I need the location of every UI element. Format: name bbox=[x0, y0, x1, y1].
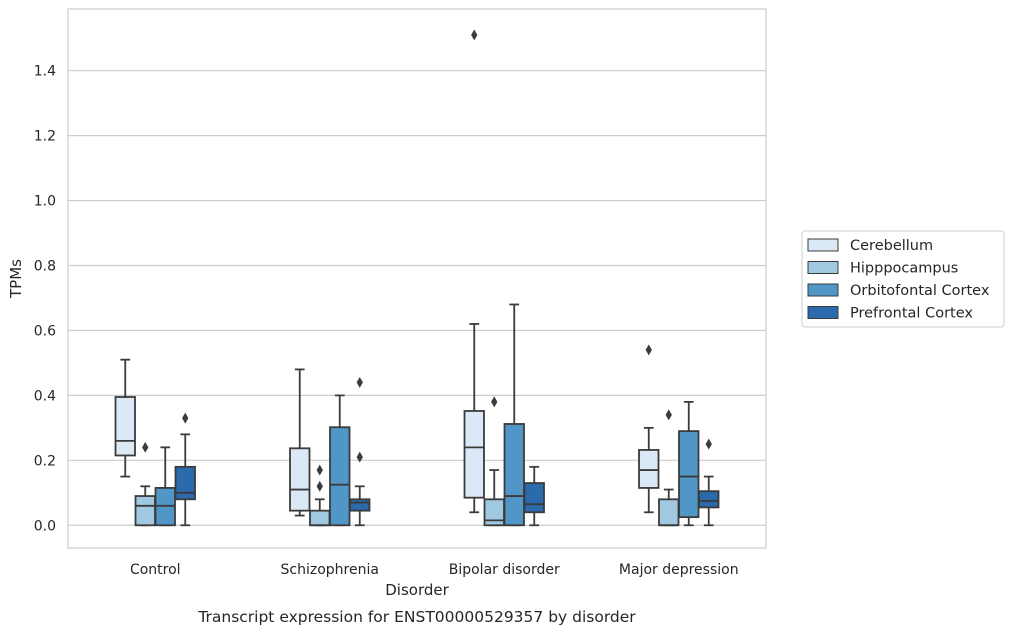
outlier-point bbox=[182, 412, 189, 424]
y-axis-title: TPMs bbox=[7, 259, 25, 299]
box-iqr bbox=[174, 465, 196, 501]
chart-caption: Transcript expression for ENST0000052935… bbox=[197, 608, 636, 626]
legend-swatch bbox=[807, 261, 839, 274]
outlier-point bbox=[356, 451, 363, 463]
box-iqr bbox=[463, 410, 485, 499]
outlier-point bbox=[471, 29, 478, 41]
y-tick-label: 0.2 bbox=[34, 453, 56, 469]
box-cerebellum-3 bbox=[638, 344, 660, 514]
box-iqr bbox=[678, 430, 700, 519]
box-hipppocampus-0 bbox=[134, 441, 156, 527]
y-tick-label: 1.4 bbox=[34, 64, 56, 80]
box-iqr bbox=[483, 498, 505, 527]
y-gridlines bbox=[68, 70, 766, 526]
outlier-point bbox=[491, 396, 498, 408]
y-tick-label: 0.4 bbox=[34, 388, 56, 404]
outlier-point bbox=[665, 409, 672, 421]
box-cerebellum-2 bbox=[463, 29, 485, 514]
y-tick-label: 0.8 bbox=[34, 259, 56, 275]
plot-frame bbox=[67, 8, 767, 549]
box-plot-groups bbox=[114, 29, 720, 527]
outlier-point bbox=[645, 344, 652, 356]
legend-label: Hipppocampus bbox=[850, 261, 958, 277]
box-hipppocampus-3 bbox=[658, 409, 680, 527]
box-orbitofontal-cortex-0 bbox=[154, 446, 176, 527]
box-iqr bbox=[134, 495, 156, 527]
box-prefrontal-cortex-2 bbox=[523, 465, 545, 527]
legend-label: Orbitofontal Cortex bbox=[850, 283, 990, 299]
x-tick-label: Schizophrenia bbox=[281, 562, 379, 578]
legend-swatch bbox=[807, 238, 839, 252]
x-tick-label: Control bbox=[130, 562, 181, 578]
outlier-point bbox=[316, 464, 323, 476]
box-iqr bbox=[658, 498, 680, 527]
y-tick-label: 0.0 bbox=[34, 518, 56, 534]
box-prefrontal-cortex-0 bbox=[174, 412, 196, 527]
box-orbitofontal-cortex-1 bbox=[329, 394, 351, 527]
box-hipppocampus-1 bbox=[309, 464, 331, 527]
x-axis-title: Disorder bbox=[385, 581, 449, 599]
y-tick-label: 1.2 bbox=[34, 129, 56, 145]
legend-frame bbox=[801, 230, 1005, 328]
box-iqr bbox=[114, 396, 136, 457]
legend-swatch bbox=[807, 306, 839, 319]
legend-swatch bbox=[807, 283, 839, 297]
box-iqr bbox=[523, 482, 545, 514]
box-iqr bbox=[698, 490, 720, 509]
box-iqr bbox=[289, 447, 311, 512]
x-tick-labels: Control Schizophrenia Bipolar disorder Majo… bbox=[130, 562, 739, 578]
outlier-point bbox=[705, 438, 712, 450]
legend-label: Prefrontal Cortex bbox=[850, 306, 973, 322]
box-iqr bbox=[329, 426, 351, 527]
box-iqr bbox=[638, 449, 660, 489]
box-iqr bbox=[309, 509, 331, 527]
outlier-point bbox=[356, 376, 363, 388]
outlier-point bbox=[142, 441, 149, 453]
outlier-point bbox=[316, 480, 323, 492]
box-prefrontal-cortex-3 bbox=[698, 438, 720, 527]
y-tick-labels: 0.0 0.2 0.4 0.6 0.8 1.0 1.2 1.4 bbox=[34, 64, 56, 535]
box-prefrontal-cortex-1 bbox=[349, 376, 371, 527]
box-cerebellum-1 bbox=[289, 368, 311, 517]
legend-label: Cerebellum bbox=[850, 238, 933, 254]
legend: Cerebellum Hipppocampus Orbitofontal Corte… bbox=[801, 230, 1005, 328]
box-iqr bbox=[503, 423, 525, 527]
x-tick-label: Bipolar disorder bbox=[449, 562, 560, 578]
box-orbitofontal-cortex-3 bbox=[678, 400, 700, 527]
box-iqr bbox=[349, 498, 371, 512]
y-tick-label: 1.0 bbox=[34, 194, 56, 210]
box-orbitofontal-cortex-2 bbox=[503, 303, 525, 527]
y-tick-label: 0.6 bbox=[34, 323, 56, 339]
box-cerebellum-0 bbox=[114, 358, 136, 478]
x-tick-label: Major depression bbox=[619, 562, 739, 578]
